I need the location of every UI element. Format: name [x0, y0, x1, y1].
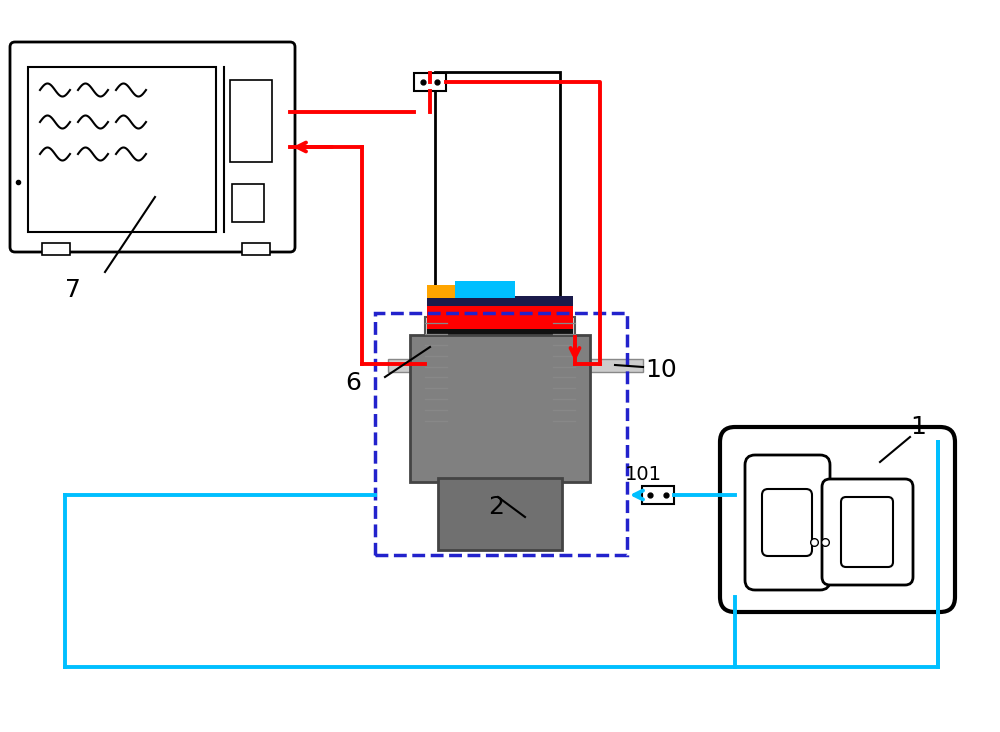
Text: 7: 7 — [65, 278, 81, 302]
Text: 1: 1 — [910, 415, 926, 439]
Bar — [553, 317, 575, 427]
Bar — [242, 243, 270, 255]
Bar — [642, 486, 674, 504]
Bar — [435, 72, 560, 427]
FancyBboxPatch shape — [10, 42, 295, 252]
Bar — [232, 184, 264, 222]
Bar — [427, 296, 573, 306]
Text: 101: 101 — [625, 465, 662, 484]
Bar — [427, 304, 573, 329]
Bar — [375, 313, 627, 555]
Bar — [388, 359, 643, 372]
FancyBboxPatch shape — [745, 455, 830, 590]
FancyBboxPatch shape — [841, 497, 893, 567]
FancyBboxPatch shape — [822, 479, 913, 585]
Bar — [438, 478, 562, 550]
Bar — [427, 285, 509, 298]
Bar — [425, 317, 447, 427]
Bar — [414, 73, 446, 91]
Text: 6: 6 — [345, 371, 361, 395]
Bar — [427, 327, 573, 336]
FancyBboxPatch shape — [762, 489, 812, 556]
Bar — [42, 243, 70, 255]
Text: 2: 2 — [488, 495, 504, 519]
Bar — [28, 67, 216, 232]
Bar — [455, 281, 515, 298]
Bar — [230, 80, 272, 162]
Bar — [410, 335, 590, 482]
FancyBboxPatch shape — [720, 427, 955, 612]
Text: 10: 10 — [645, 358, 677, 382]
